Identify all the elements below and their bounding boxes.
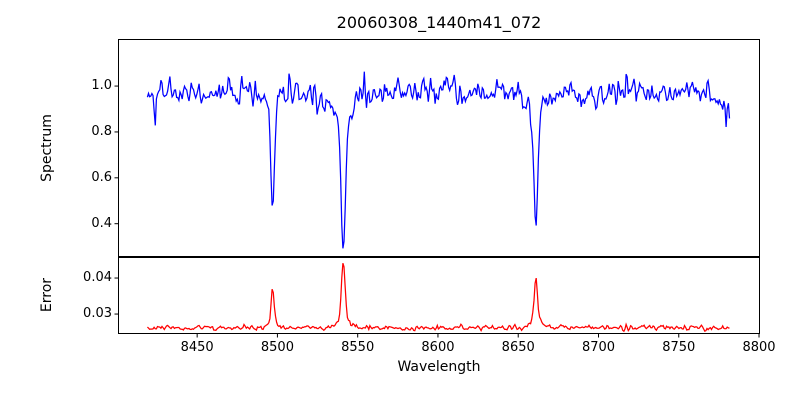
x-tick-label: 8550 <box>341 340 375 355</box>
spectrum-panel-border <box>118 39 760 257</box>
x-tick-label: 8450 <box>180 340 214 355</box>
spectrum-y-tick-label: 1.0 <box>91 78 112 94</box>
error-panel-border <box>118 257 760 334</box>
error-y-tick-label: 0.04 <box>83 270 112 286</box>
x-tick-label: 8500 <box>260 340 294 355</box>
spectrum-y-tick-label: 0.8 <box>91 123 112 139</box>
chart-title: 20060308_1440m41_072 <box>336 13 542 32</box>
x-axis-label: Wavelength <box>397 359 481 375</box>
error-line-series <box>146 263 730 333</box>
x-tick-label: 8600 <box>421 340 455 355</box>
spectrum-y-tick-label: 0.4 <box>91 215 112 231</box>
x-tick-label: 8700 <box>581 340 616 355</box>
spectrum-line-series <box>146 71 731 249</box>
error-y-tick-label: 0.03 <box>83 306 112 322</box>
x-tick-label: 8650 <box>501 340 535 355</box>
tick-marks <box>114 85 760 338</box>
x-tick-label: 8750 <box>662 340 696 355</box>
x-tick-label: 8800 <box>742 340 776 355</box>
spectrum-y-tick-label: 0.6 <box>91 169 112 185</box>
